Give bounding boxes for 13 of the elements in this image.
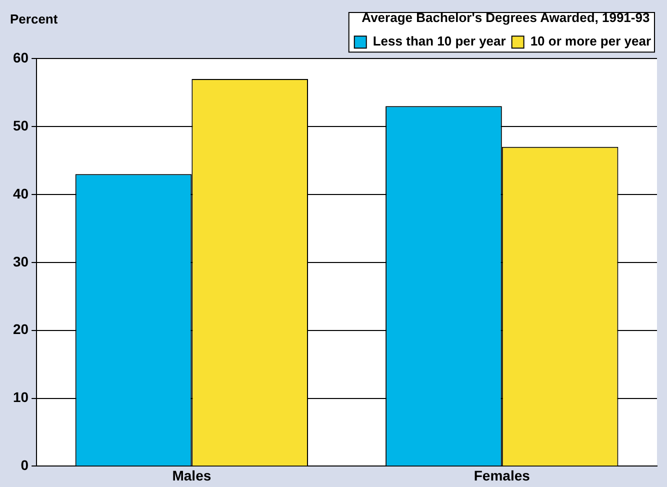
y-tick-label: 0: [20, 457, 29, 474]
y-tick-label: 60: [12, 49, 29, 66]
x-tick-label: Females: [474, 467, 530, 484]
y-axis-title: Percent: [10, 12, 58, 27]
y-tick-label: 10: [12, 389, 29, 406]
y-tick-label: 40: [12, 185, 29, 202]
legend-label: 10 or more per year: [530, 34, 652, 49]
x-tick-label: Males: [172, 467, 212, 484]
y-tick-label: 20: [12, 321, 29, 338]
y-tick-label: 50: [12, 117, 29, 134]
legend-title: Average Bachelor's Degrees Awarded, 1991-93: [362, 10, 650, 26]
y-tick-label: 30: [12, 253, 29, 270]
legend-label: Less than 10 per year: [372, 34, 506, 49]
